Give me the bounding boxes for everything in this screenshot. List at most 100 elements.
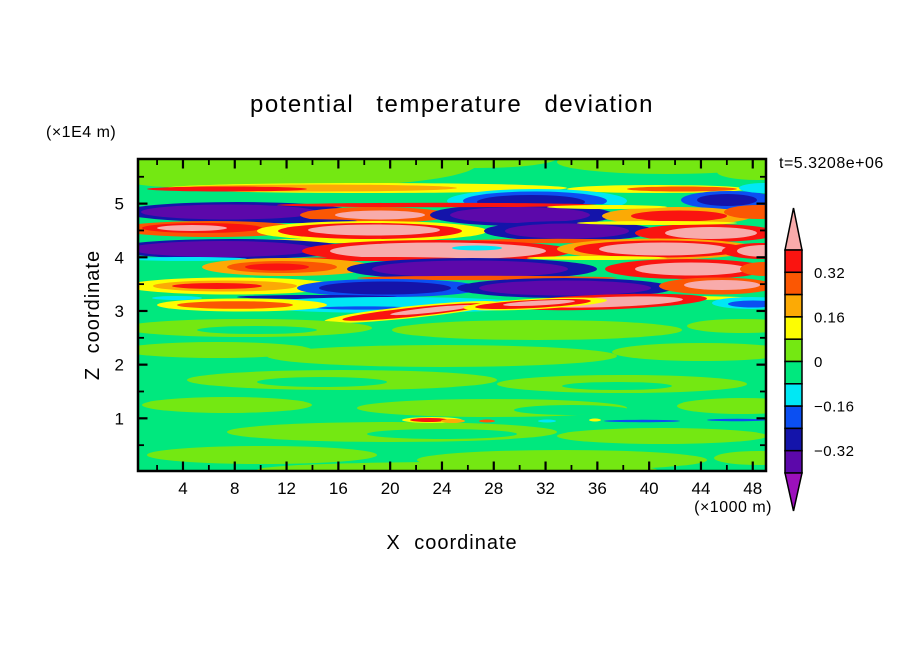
contour-blob: [557, 158, 767, 174]
contour-blob: [308, 224, 440, 236]
colorbar-segment: [784, 338, 803, 363]
contour-blob: [157, 225, 227, 231]
contour-blob: [197, 326, 317, 334]
chart-title: potential temperature deviation: [250, 91, 654, 118]
contour-blob: [147, 446, 377, 464]
y-tick-label: 5: [115, 195, 124, 214]
contour-blob: [137, 241, 314, 257]
x-tick-label: 32: [536, 479, 555, 498]
contour-blob: [245, 263, 309, 271]
contour-blob: [172, 283, 262, 289]
contour-blob: [372, 260, 568, 278]
contour-blob: [739, 183, 767, 193]
plot-frame: [136, 157, 768, 473]
contour-blob: [665, 227, 757, 239]
contour-blob: [599, 242, 727, 256]
y-tick-label: 4: [115, 248, 124, 267]
contour-blob: [450, 207, 590, 223]
contour-blob: [707, 418, 767, 422]
contour-blob: [505, 223, 629, 239]
colorbar-segment: [784, 405, 803, 430]
contour-blob: [557, 428, 767, 444]
contour-blob: [335, 210, 425, 220]
contour-blob: [441, 419, 465, 423]
x-tick-label: 44: [691, 479, 710, 498]
contour-blob: [724, 205, 767, 219]
y-axis-label: Z coordinate: [82, 250, 104, 380]
colorbar-over-arrow: [784, 207, 803, 251]
y-tick-label: 1: [115, 409, 124, 428]
contour-blob: [527, 256, 667, 260]
contour-blob: [319, 281, 451, 295]
x-tick-label: 16: [329, 479, 348, 498]
colorbar-segment: [784, 316, 803, 340]
contour-blob: [137, 342, 312, 358]
contour-blob: [257, 377, 387, 387]
colorbar-tick-label: 0.32: [814, 265, 845, 282]
x-tick-label: 20: [381, 479, 400, 498]
contour-blob: [330, 242, 546, 260]
contour-blob: [392, 320, 682, 340]
colorbar-tick-label: −0.16: [814, 399, 854, 416]
contour-blob: [410, 418, 448, 422]
colorbar-segment: [784, 249, 803, 274]
contour-blob: [687, 319, 767, 333]
x-tick-label: 8: [230, 479, 239, 498]
y-unit-label: (×1E4 m): [46, 124, 116, 141]
contour-blob: [277, 202, 597, 208]
contour-blob: [677, 398, 767, 414]
colorbar-tick-label: 0.16: [814, 309, 845, 326]
colorbar-segment: [784, 383, 803, 407]
contour-blob: [137, 257, 247, 261]
contour-blob: [612, 343, 767, 361]
colorbar-segment: [784, 360, 803, 385]
contour-blob: [697, 194, 757, 206]
contour-blob: [390, 304, 474, 316]
contour-blob: [631, 210, 727, 222]
contour-blob: [367, 429, 517, 439]
contour-blob: [589, 418, 601, 422]
contour-blob: [538, 419, 556, 423]
contour-blob: [503, 299, 575, 307]
colorbar-under-arrow: [784, 472, 803, 512]
colorbar-segment: [784, 293, 803, 318]
contour-blob: [740, 262, 767, 276]
contour-blob: [257, 462, 657, 472]
x-axis-label: X coordinate: [386, 532, 517, 554]
contour-blob: [177, 301, 293, 309]
contour-blob: [452, 245, 502, 251]
x-tick-label: 48: [743, 479, 762, 498]
contour-blob: [142, 397, 312, 413]
contour-blob: [604, 419, 680, 423]
contour-blob: [737, 245, 767, 257]
contour-blob: [137, 160, 287, 188]
contour-blob: [714, 451, 767, 465]
colorbar-tick-label: −0.32: [814, 443, 854, 460]
contour-blob: [717, 164, 767, 180]
contour-blob: [635, 262, 747, 276]
x-tick-label: 40: [640, 479, 659, 498]
contour-blob: [479, 419, 495, 423]
contour-blob: [562, 382, 672, 390]
time-annotation: t=5.3208e+06: [779, 155, 884, 172]
contour-blob: [514, 405, 630, 415]
y-tick-label: 2: [115, 356, 124, 375]
x-tick-label: 12: [277, 479, 296, 498]
contour-blob: [684, 280, 760, 290]
x-tick-label: 4: [178, 479, 187, 498]
x-tick-label: 28: [484, 479, 503, 498]
y-tick-label: 3: [115, 302, 124, 321]
colorbar: 0.32 0.16 0 −0.16 −0.32: [784, 207, 854, 512]
x-tick-label: 24: [433, 479, 452, 498]
x-tick-label: 36: [588, 479, 607, 498]
x-unit-label: (×1000 m): [694, 499, 772, 516]
contour-blobs: [137, 158, 767, 472]
contour-blob: [152, 296, 202, 300]
contour-blob: [479, 280, 651, 296]
colorbar-segment: [784, 271, 803, 296]
colorbar-tick-label: 0: [814, 354, 823, 371]
colorbar-segment: [784, 449, 803, 474]
